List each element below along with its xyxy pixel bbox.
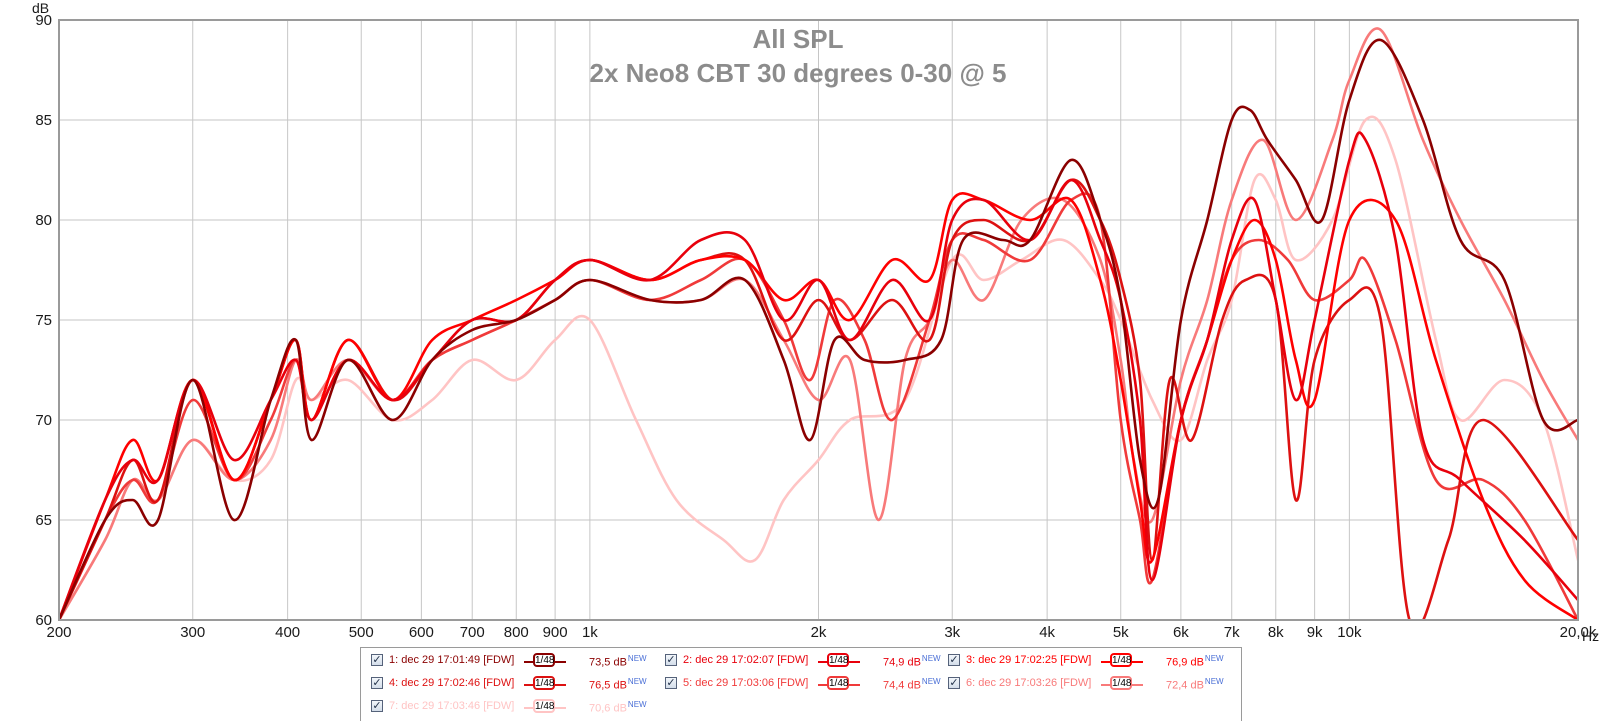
- legend-label: 1: dec 29 17:01:49 [FDW]: [389, 654, 515, 666]
- series-checkbox[interactable]: ✓: [371, 677, 383, 689]
- y-tick-label: 85: [35, 112, 52, 129]
- y-tick-label: 90: [35, 12, 52, 29]
- legend-level-value: 73,5 dB: [589, 656, 627, 669]
- smoothing-label: 1/48: [827, 653, 849, 667]
- series-checkbox[interactable]: ✓: [371, 700, 383, 712]
- x-tick-label: 200: [46, 624, 71, 641]
- legend-item: ✓ 6: dec 29 17:03:26 [FDW] 1/48 72,4 dBNEW: [944, 674, 1234, 694]
- x-tick-label: 3k: [944, 624, 960, 641]
- new-badge: NEW: [921, 654, 941, 663]
- legend-item: ✓ 7: dec 29 17:03:46 [FDW] 1/48 70,6 dBNEW: [367, 697, 657, 717]
- tick-labels: 200 300 400 500 600 700 800 900 1k 2k 3k 4k 5k 6k 7k 8k…: [35, 12, 1597, 641]
- legend-level: 74,4 dBNEW: [883, 677, 941, 692]
- series-checkbox[interactable]: ✓: [665, 654, 677, 666]
- series-line-6: [59, 27, 1578, 620]
- legend-panel: ✓ 1: dec 29 17:01:49 [FDW] 1/48 73,5 dBNEW ✓…: [360, 647, 1242, 721]
- x-tick-label: 2k: [811, 624, 827, 641]
- x-tick-label: 1k: [582, 624, 598, 641]
- legend-label: 6: dec 29 17:03:26 [FDW]: [966, 677, 1092, 689]
- legend-level: 76,9 dBNEW: [1166, 654, 1224, 669]
- smoothing-button[interactable]: 1/48: [1101, 653, 1143, 669]
- x-tick-label: 4k: [1039, 624, 1055, 641]
- plot-frame: [58, 19, 1579, 621]
- smoothing-label: 1/48: [827, 676, 849, 690]
- x-tick-label: 500: [349, 624, 374, 641]
- legend-level-value: 76,5 dB: [589, 679, 627, 692]
- x-tick-label: 10k: [1337, 624, 1362, 641]
- y-tick-label: 75: [35, 312, 52, 329]
- legend-level: 74,9 dBNEW: [883, 654, 941, 669]
- legend-level: 70,6 dBNEW: [589, 700, 647, 715]
- x-tick-label: 7k: [1224, 624, 1240, 641]
- legend-level: 76,5 dBNEW: [589, 677, 647, 692]
- smoothing-label: 1/48: [1110, 653, 1132, 667]
- smoothing-label: 1/48: [533, 653, 555, 667]
- x-tick-label: 400: [275, 624, 300, 641]
- legend-label: 2: dec 29 17:02:07 [FDW]: [683, 654, 809, 666]
- smoothing-label: 1/48: [533, 699, 555, 713]
- series-checkbox[interactable]: ✓: [948, 654, 960, 666]
- x-tick-label: 300: [180, 624, 205, 641]
- legend-label: 7: dec 29 17:03:46 [FDW]: [389, 700, 515, 712]
- new-badge: NEW: [1204, 654, 1224, 663]
- series-checkbox[interactable]: ✓: [371, 654, 383, 666]
- y-unit-label: dB: [32, 0, 49, 16]
- legend-item: ✓ 3: dec 29 17:02:25 [FDW] 1/48 76,9 dBNEW: [944, 651, 1234, 671]
- x-unit-label: Hz: [1582, 628, 1599, 644]
- x-tick-label: 6k: [1173, 624, 1189, 641]
- smoothing-button[interactable]: 1/48: [524, 699, 566, 715]
- legend-label: 5: dec 29 17:03:06 [FDW]: [683, 677, 809, 689]
- smoothing-button[interactable]: 1/48: [818, 676, 860, 692]
- smoothing-button[interactable]: 1/48: [818, 653, 860, 669]
- legend-level-value: 76,9 dB: [1166, 656, 1204, 669]
- y-tick-label: 60: [35, 612, 52, 629]
- x-tick-label: 900: [543, 624, 568, 641]
- x-tick-label: 700: [460, 624, 485, 641]
- legend-level-value: 70,6 dB: [589, 702, 627, 715]
- legend-level-value: 74,4 dB: [883, 679, 921, 692]
- smoothing-label: 1/48: [1110, 676, 1132, 690]
- legend-label: 4: dec 29 17:02:46 [FDW]: [389, 677, 515, 689]
- chart-title: All SPL: [752, 24, 843, 54]
- new-badge: NEW: [627, 700, 647, 709]
- legend-level-value: 72,4 dB: [1166, 679, 1204, 692]
- legend-item: ✓ 4: dec 29 17:02:46 [FDW] 1/48 76,5 dBNEW: [367, 674, 657, 694]
- smoothing-button[interactable]: 1/48: [524, 676, 566, 692]
- x-tick-label: 600: [409, 624, 434, 641]
- series-line-1: [59, 38, 1578, 620]
- legend-level: 73,5 dBNEW: [589, 654, 647, 669]
- legend-level-value: 74,9 dB: [883, 656, 921, 669]
- y-tick-label: 70: [35, 412, 52, 429]
- spl-chart: 200 300 400 500 600 700 800 900 1k 2k 3k 4k 5k 6k 7k 8k…: [32, 0, 1600, 644]
- legend-item: ✓ 1: dec 29 17:01:49 [FDW] 1/48 73,5 dBNEW: [367, 651, 657, 671]
- new-badge: NEW: [627, 654, 647, 663]
- series-group: [59, 27, 1578, 620]
- legend-level: 72,4 dBNEW: [1166, 677, 1224, 692]
- new-badge: NEW: [627, 677, 647, 686]
- y-tick-label: 80: [35, 212, 52, 229]
- smoothing-button[interactable]: 1/48: [1101, 676, 1143, 692]
- new-badge: NEW: [921, 677, 941, 686]
- x-tick-label: 5k: [1113, 624, 1129, 641]
- new-badge: NEW: [1204, 677, 1224, 686]
- y-tick-label: 65: [35, 512, 52, 529]
- series-checkbox[interactable]: ✓: [948, 677, 960, 689]
- smoothing-button[interactable]: 1/48: [524, 653, 566, 669]
- legend-label: 3: dec 29 17:02:25 [FDW]: [966, 654, 1092, 666]
- series-checkbox[interactable]: ✓: [665, 677, 677, 689]
- smoothing-label: 1/48: [533, 676, 555, 690]
- x-tick-label: 800: [504, 624, 529, 641]
- x-tick-label: 8k: [1268, 624, 1284, 641]
- x-tick-label: 20,0k: [1560, 624, 1597, 641]
- chart-subtitle: 2x Neo8 CBT 30 degrees 0-30 @ 5: [590, 58, 1007, 88]
- legend-item: ✓ 2: dec 29 17:02:07 [FDW] 1/48 74,9 dBNEW: [661, 651, 951, 671]
- legend-item: ✓ 5: dec 29 17:03:06 [FDW] 1/48 74,4 dBNEW: [661, 674, 951, 694]
- x-tick-label: 9k: [1307, 624, 1323, 641]
